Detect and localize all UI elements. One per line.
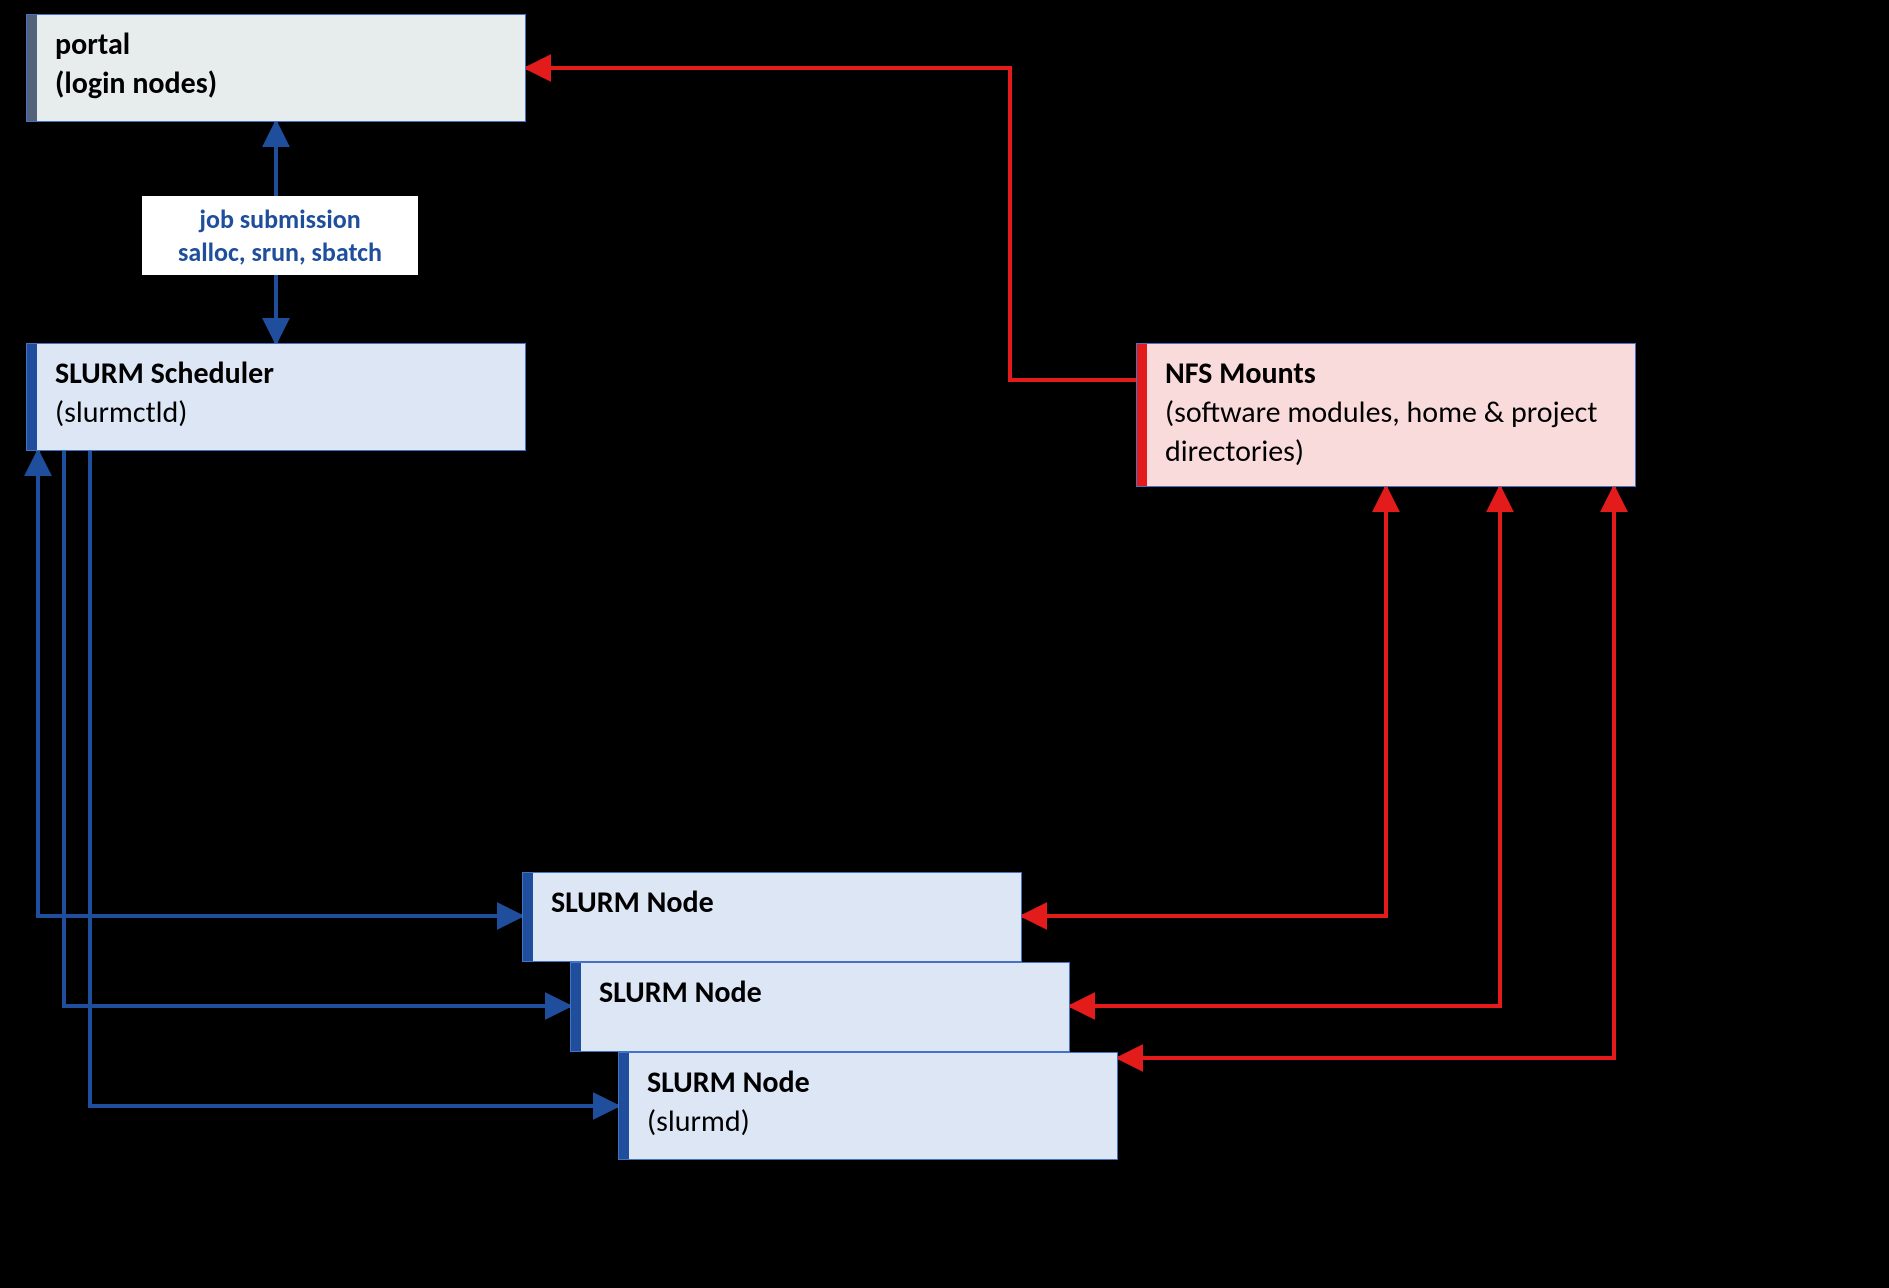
slurm-node-3-subtitle: (slurmd) [647, 1102, 1099, 1141]
scheduler-subtitle: (slurmctld) [55, 393, 507, 432]
edge-nfs-node2 [1070, 487, 1500, 1006]
slurm-node-3-accent [619, 1053, 629, 1159]
portal-subtitle: (login nodes) [55, 64, 507, 103]
slurm-node-3-title: SLURM Node [647, 1063, 1099, 1102]
job-submission-label: job submission salloc, srun, sbatch [142, 196, 418, 275]
job-submission-line2: salloc, srun, sbatch [151, 236, 409, 269]
portal-box: portal (login nodes) [26, 14, 526, 122]
edge-scheduler-node1 [38, 451, 522, 916]
edge-nfs-portal [526, 68, 1136, 380]
edge-nfs-node3 [1118, 487, 1614, 1058]
scheduler-box: SLURM Scheduler (slurmctld) [26, 343, 526, 451]
edge-nfs-node1 [1022, 487, 1386, 916]
nfs-title: NFS Mounts [1165, 354, 1617, 393]
edge-scheduler-node3 [90, 451, 618, 1106]
portal-accent [27, 15, 37, 121]
slurm-node-3-box: SLURM Node (slurmd) [618, 1052, 1118, 1160]
slurm-node-1-title: SLURM Node [551, 883, 1003, 922]
edge-scheduler-node2 [64, 451, 570, 1006]
slurm-node-1-box: SLURM Node [522, 872, 1022, 962]
job-submission-line1: job submission [151, 203, 409, 236]
slurm-node-1-accent [523, 873, 533, 961]
scheduler-title: SLURM Scheduler [55, 354, 507, 393]
scheduler-accent [27, 344, 37, 450]
slurm-node-2-box: SLURM Node [570, 962, 1070, 1052]
nfs-accent [1137, 344, 1147, 486]
nfs-subtitle: (software modules, home & project direct… [1165, 393, 1617, 471]
nfs-box: NFS Mounts (software modules, home & pro… [1136, 343, 1636, 487]
slurm-node-2-accent [571, 963, 581, 1051]
slurm-node-2-title: SLURM Node [599, 973, 1051, 1012]
portal-title: portal [55, 25, 507, 64]
